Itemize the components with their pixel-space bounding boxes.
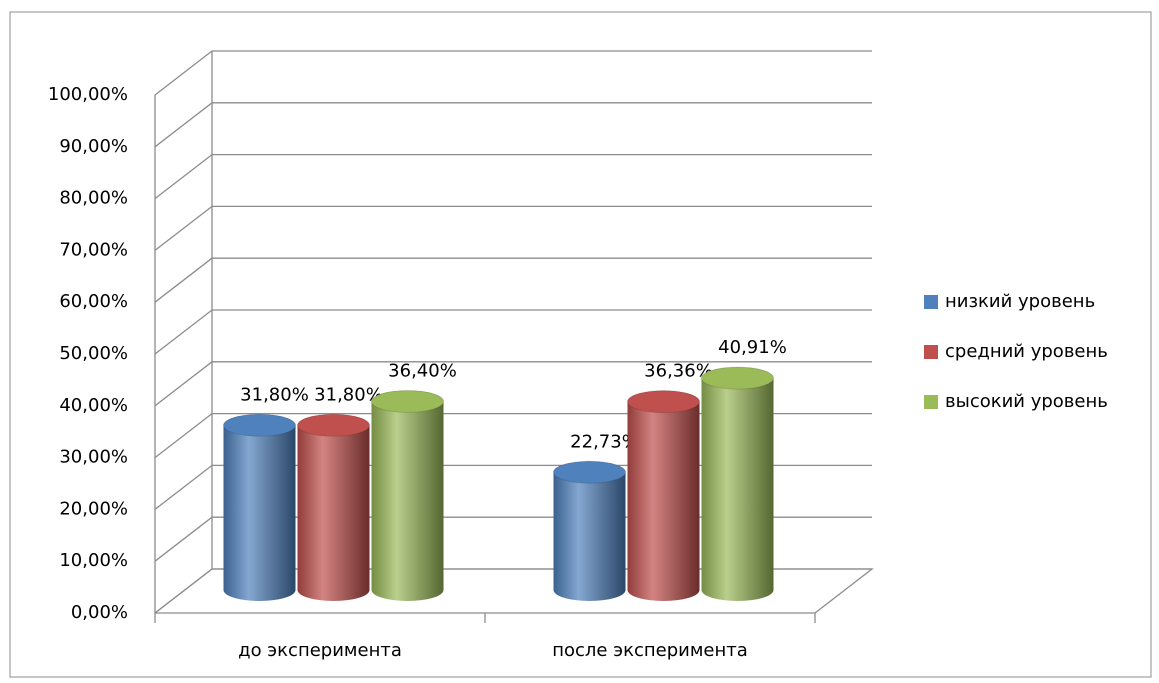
bar-top — [701, 366, 774, 390]
y-tick-label: 100,00% — [48, 84, 128, 105]
x-tick-label: до эксперимента — [238, 640, 402, 661]
y-tick-label: 80,00% — [59, 188, 128, 209]
bar — [701, 367, 774, 601]
bar — [223, 414, 296, 601]
bar-top — [297, 413, 370, 437]
data-label: 40,91% — [718, 337, 787, 358]
grid-line — [154, 361, 872, 407]
legend-swatch — [924, 345, 938, 359]
grid-line — [154, 205, 872, 251]
legend-label: высокий уровень — [945, 391, 1108, 412]
bar — [371, 390, 444, 601]
y-tick-label: 0,00% — [71, 602, 128, 623]
data-label: 31,80% — [314, 384, 383, 405]
legend-swatch — [924, 395, 938, 409]
data-label: 31,80% — [240, 384, 309, 405]
bar-top — [371, 389, 444, 413]
grid-line — [154, 153, 872, 200]
legend-label: средний уровень — [945, 341, 1108, 362]
y-tick-label: 40,00% — [59, 395, 128, 416]
y-tick-label: 50,00% — [59, 343, 128, 364]
bar — [627, 390, 700, 601]
bar-top — [627, 390, 700, 414]
bar-top — [553, 460, 626, 484]
y-tick-label: 30,00% — [59, 447, 128, 468]
data-label: 36,40% — [388, 360, 457, 381]
bar — [553, 461, 626, 601]
grid-line — [154, 309, 872, 355]
y-tick-label: 90,00% — [59, 136, 128, 157]
grid-line — [154, 102, 872, 148]
grid-line — [154, 257, 872, 303]
y-tick-label: 70,00% — [59, 239, 128, 260]
legend-label: низкий уровень — [945, 291, 1095, 312]
legend-swatch — [924, 295, 938, 309]
y-tick-label: 10,00% — [59, 550, 128, 571]
x-tick-label: после эксперимента — [552, 640, 748, 661]
grid-line — [154, 50, 872, 96]
bar-top — [223, 413, 296, 437]
y-tick-label: 20,00% — [59, 498, 128, 519]
data-label: 36,36% — [644, 361, 713, 382]
data-label: 22,73% — [570, 431, 639, 452]
bar — [297, 414, 370, 601]
y-tick-label: 60,00% — [59, 291, 128, 312]
